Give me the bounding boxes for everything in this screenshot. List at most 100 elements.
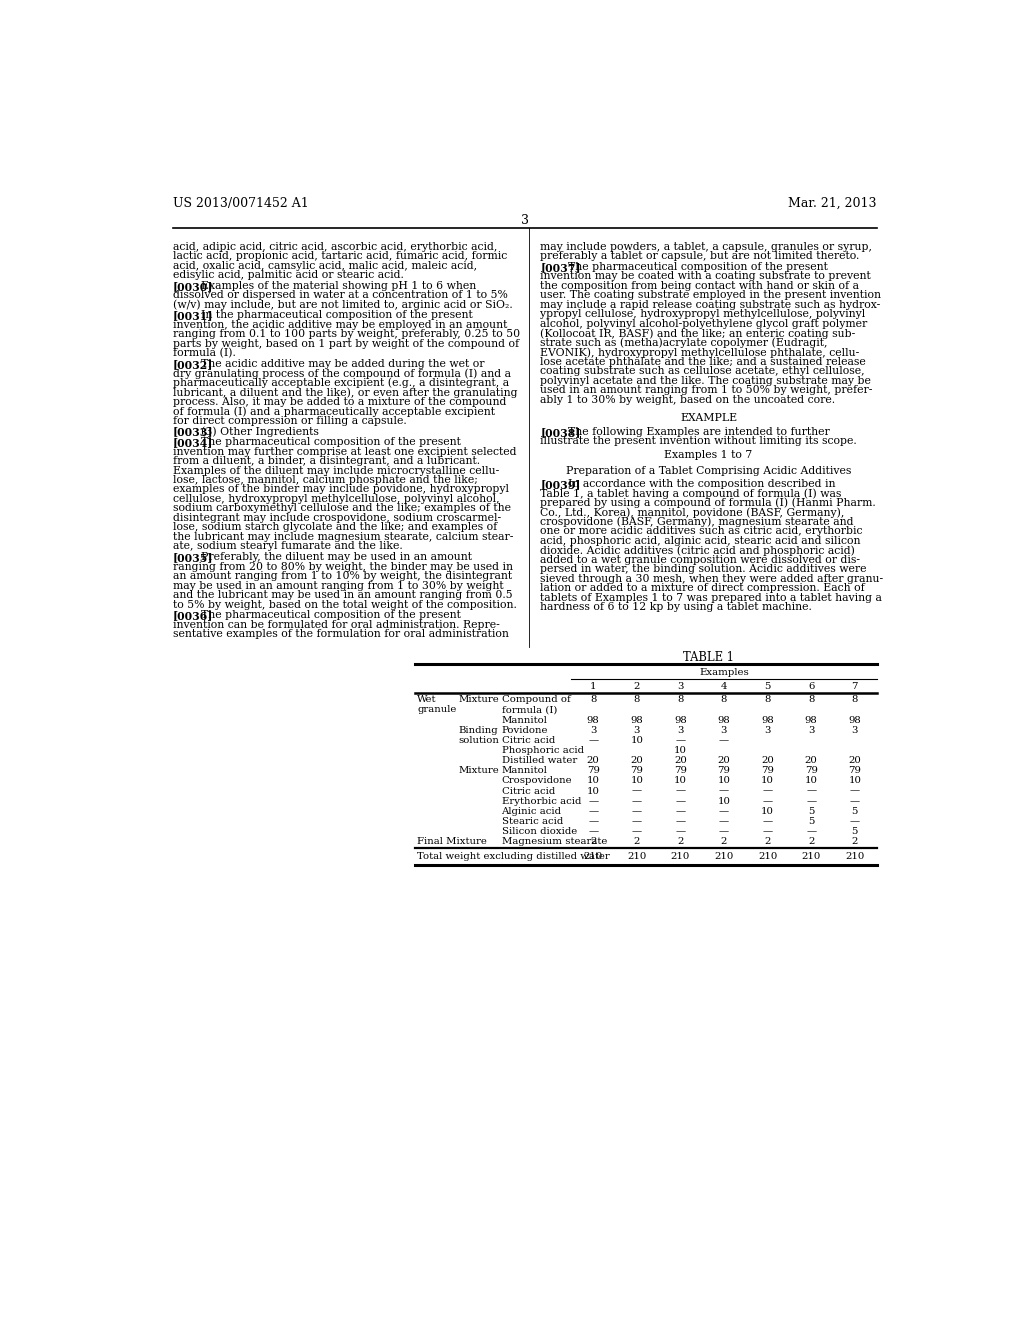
Text: (Kollocoat IR, BASF) and the like; an enteric coating sub-: (Kollocoat IR, BASF) and the like; an en… [541, 329, 855, 339]
Text: Mannitol: Mannitol [502, 715, 548, 725]
Text: and the lubricant may be used in an amount ranging from 0.5: and the lubricant may be used in an amou… [173, 590, 513, 601]
Text: alcohol, polyvinyl alcohol-polyethylene glycol graft polymer: alcohol, polyvinyl alcohol-polyethylene … [541, 318, 867, 329]
Text: 2: 2 [764, 837, 771, 846]
Text: —: — [850, 797, 860, 805]
Text: acid, adipic acid, citric acid, ascorbic acid, erythorbic acid,: acid, adipic acid, citric acid, ascorbic… [173, 242, 498, 252]
Text: dry granulating process of the compound of formula (I) and a: dry granulating process of the compound … [173, 368, 511, 379]
Text: —: — [763, 817, 773, 826]
Text: 210: 210 [715, 853, 733, 861]
Text: —: — [850, 817, 860, 826]
Text: 10: 10 [587, 776, 599, 785]
Text: the composition from being contact with hand or skin of a: the composition from being contact with … [541, 281, 859, 290]
Text: Citric acid: Citric acid [502, 735, 555, 744]
Text: Final Mixture: Final Mixture [417, 837, 487, 846]
Text: Examples 1 to 7: Examples 1 to 7 [665, 450, 753, 459]
Text: 2: 2 [721, 837, 727, 846]
Text: Phosphoric acid: Phosphoric acid [502, 746, 584, 755]
Text: lubricant, a diluent and the like), or even after the granulating: lubricant, a diluent and the like), or e… [173, 387, 517, 397]
Text: parts by weight, based on 1 part by weight of the compound of: parts by weight, based on 1 part by weig… [173, 339, 519, 348]
Text: [0031]: [0031] [173, 310, 213, 321]
Text: sodium carboxymethyl cellulose and the like; examples of the: sodium carboxymethyl cellulose and the l… [173, 503, 511, 513]
Text: 8: 8 [590, 696, 596, 704]
Text: [0035]: [0035] [173, 552, 213, 564]
Text: 98: 98 [761, 715, 774, 725]
Text: lose acetate phthalate and the like; and a sustained release: lose acetate phthalate and the like; and… [541, 356, 866, 367]
Text: —: — [675, 807, 685, 816]
Text: persed in water, the binding solution. Acidic additives were: persed in water, the binding solution. A… [541, 564, 866, 574]
Text: 8: 8 [808, 696, 814, 704]
Text: In the pharmaceutical composition of the present: In the pharmaceutical composition of the… [201, 310, 473, 321]
Text: [0039]: [0039] [541, 479, 581, 490]
Text: 2: 2 [590, 837, 596, 846]
Text: 4: 4 [721, 682, 727, 692]
Text: [0038]: [0038] [541, 426, 581, 438]
Text: —: — [719, 735, 729, 744]
Text: 10: 10 [674, 776, 687, 785]
Text: 5: 5 [764, 682, 771, 692]
Text: strate such as (metha)acrylate copolymer (Eudragit,: strate such as (metha)acrylate copolymer… [541, 338, 827, 348]
Text: 3: 3 [721, 726, 727, 735]
Text: coating substrate such as cellulose acetate, ethyl cellulose,: coating substrate such as cellulose acet… [541, 366, 865, 376]
Text: —: — [632, 797, 642, 805]
Text: [0034]: [0034] [173, 437, 213, 447]
Text: —: — [632, 817, 642, 826]
Text: 8: 8 [634, 696, 640, 704]
Text: added to a wet granule composition were dissolved or dis-: added to a wet granule composition were … [541, 554, 860, 565]
Text: [0032]: [0032] [173, 359, 213, 370]
Text: —: — [806, 787, 816, 796]
Text: Silicon dioxide: Silicon dioxide [502, 828, 577, 837]
Text: 10: 10 [631, 776, 643, 785]
Text: In accordance with the composition described in: In accordance with the composition descr… [568, 479, 836, 488]
Text: illustrate the present invention without limiting its scope.: illustrate the present invention without… [541, 437, 857, 446]
Text: —: — [588, 828, 598, 837]
Text: examples of the binder may include povidone, hydroxypropyl: examples of the binder may include povid… [173, 484, 509, 495]
Text: 79: 79 [849, 767, 861, 775]
Text: 10: 10 [674, 746, 687, 755]
Text: may include powders, a tablet, a capsule, granules or syrup,: may include powders, a tablet, a capsule… [541, 242, 872, 252]
Text: lose, lactose, mannitol, calcium phosphate and the like;: lose, lactose, mannitol, calcium phospha… [173, 475, 478, 484]
Text: Mixture: Mixture [458, 696, 499, 704]
Text: Preferably, the diluent may be used in an amount: Preferably, the diluent may be used in a… [201, 552, 472, 562]
Text: The following Examples are intended to further: The following Examples are intended to f… [568, 426, 829, 437]
Text: 3: 3 [634, 726, 640, 735]
Text: ate, sodium stearyl fumarate and the like.: ate, sodium stearyl fumarate and the lik… [173, 541, 402, 552]
Text: Co., Ltd., Korea), mannitol, povidone (BASF, Germany),: Co., Ltd., Korea), mannitol, povidone (B… [541, 507, 845, 517]
Text: The pharmaceutical composition of the present: The pharmaceutical composition of the pr… [201, 610, 461, 620]
Text: used in an amount ranging from 1 to 50% by weight, prefer-: used in an amount ranging from 1 to 50% … [541, 385, 872, 395]
Text: [0030]: [0030] [173, 281, 213, 292]
Text: 5: 5 [852, 828, 858, 837]
Text: 10: 10 [587, 787, 599, 796]
Text: 210: 210 [845, 853, 864, 861]
Text: 8: 8 [764, 696, 771, 704]
Text: 210: 210 [671, 853, 690, 861]
Text: —: — [806, 797, 816, 805]
Text: ranging from 20 to 80% by weight, the binder may be used in: ranging from 20 to 80% by weight, the bi… [173, 561, 513, 572]
Text: user. The coating substrate employed in the present invention: user. The coating substrate employed in … [541, 290, 882, 300]
Text: 8: 8 [677, 696, 684, 704]
Text: —: — [675, 817, 685, 826]
Text: invention, the acidic additive may be employed in an amount: invention, the acidic additive may be em… [173, 319, 507, 330]
Text: 210: 210 [627, 853, 646, 861]
Text: 5: 5 [808, 807, 814, 816]
Text: The pharmaceutical composition of the present: The pharmaceutical composition of the pr… [201, 437, 461, 447]
Text: of formula (I) and a pharmaceutically acceptable excipient: of formula (I) and a pharmaceutically ac… [173, 407, 495, 417]
Text: —: — [632, 828, 642, 837]
Text: 10: 10 [718, 776, 730, 785]
Text: 3: 3 [764, 726, 771, 735]
Text: 10: 10 [805, 776, 817, 785]
Text: one or more acidic additives such as citric acid, erythorbic: one or more acidic additives such as cit… [541, 527, 863, 536]
Text: 210: 210 [584, 853, 603, 861]
Text: Compound of: Compound of [502, 696, 570, 704]
Text: Examples of the material showing pH 1 to 6 when: Examples of the material showing pH 1 to… [201, 281, 476, 290]
Text: granule: granule [417, 705, 457, 714]
Text: Alginic acid: Alginic acid [502, 807, 561, 816]
Text: for direct compression or filling a capsule.: for direct compression or filling a caps… [173, 416, 407, 426]
Text: ypropyl cellulose, hydroxypropyl methylcellulose, polyvinyl: ypropyl cellulose, hydroxypropyl methylc… [541, 309, 865, 319]
Text: The acidic additive may be added during the wet or: The acidic additive may be added during … [201, 359, 484, 368]
Text: —: — [719, 817, 729, 826]
Text: Distilled water: Distilled water [502, 756, 577, 766]
Text: —: — [719, 787, 729, 796]
Text: Preparation of a Tablet Comprising Acidic Additives: Preparation of a Tablet Comprising Acidi… [566, 466, 851, 477]
Text: an amount ranging from 1 to 10% by weight, the disintegrant: an amount ranging from 1 to 10% by weigh… [173, 572, 512, 581]
Text: 210: 210 [802, 853, 821, 861]
